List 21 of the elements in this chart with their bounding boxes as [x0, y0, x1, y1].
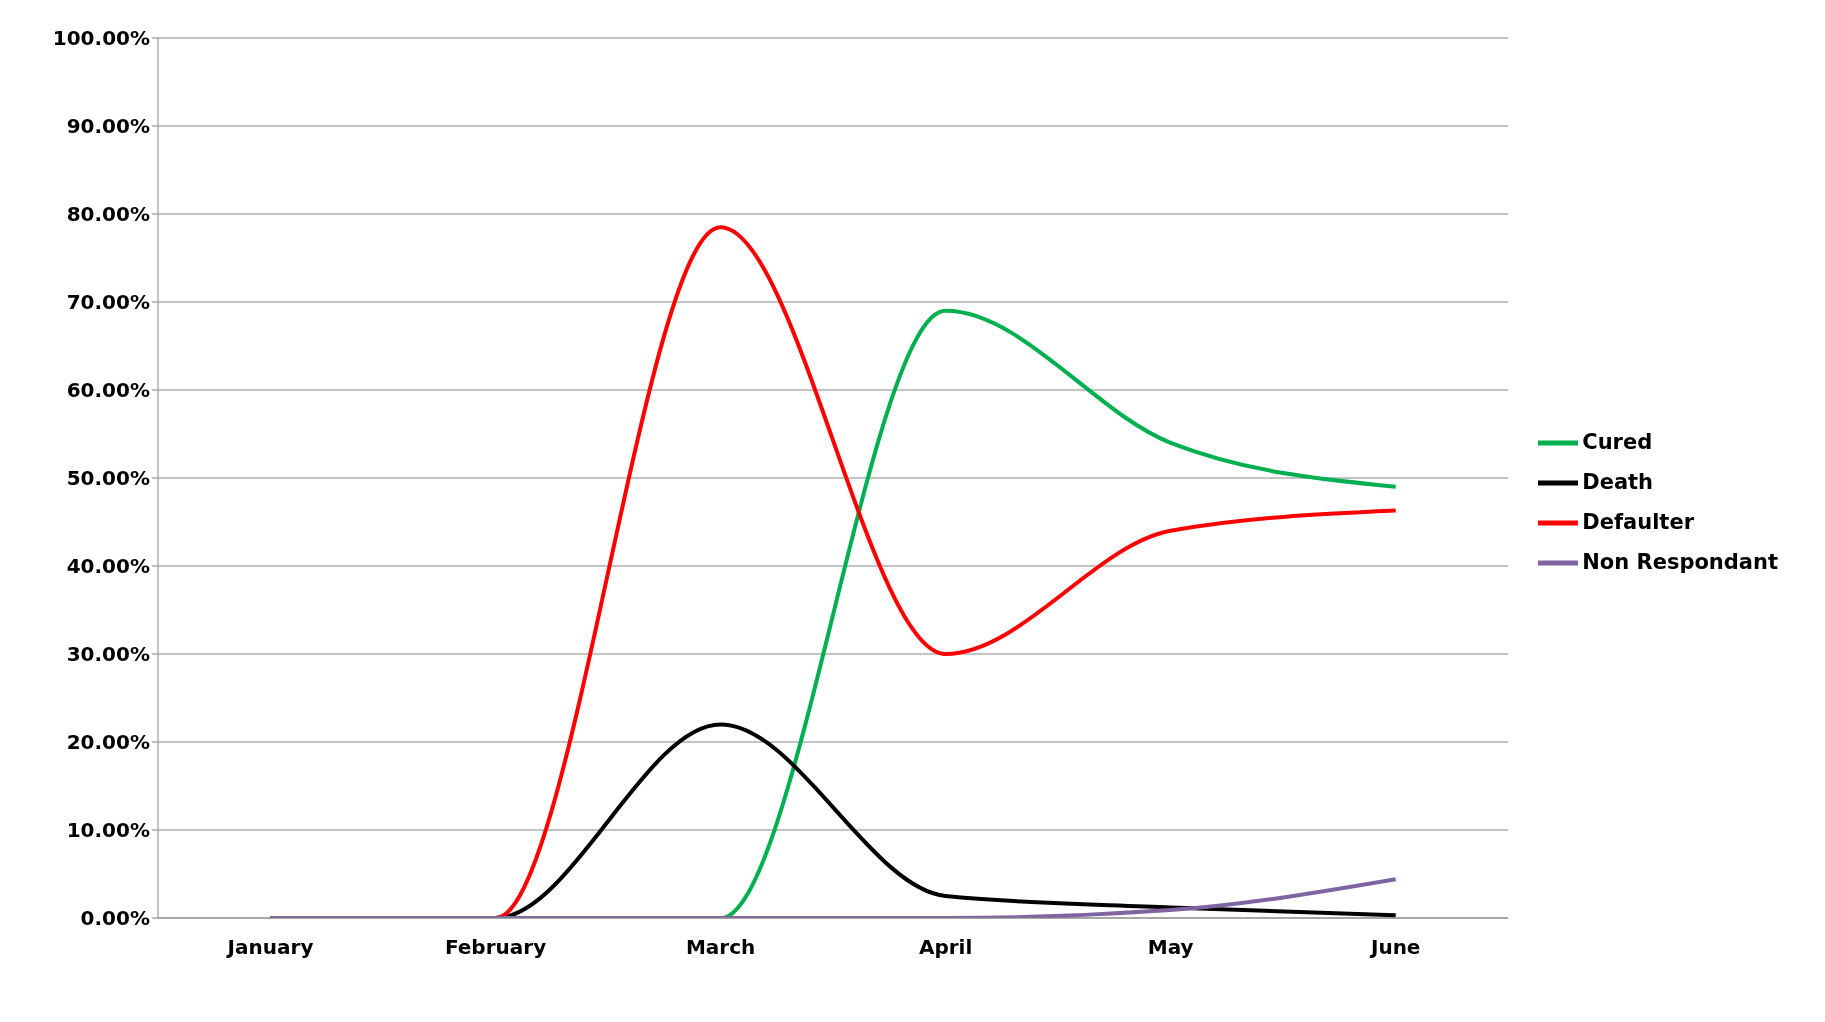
x-tick-label: April	[918, 935, 973, 960]
y-tick-label: 0.00%	[80, 906, 150, 931]
x-tick-label: February	[444, 935, 547, 960]
y-tick-label: 70.00%	[66, 290, 150, 315]
y-tick-label: 40.00%	[66, 554, 150, 579]
y-tick-label: 20.00%	[66, 730, 150, 755]
y-tick-label: 80.00%	[66, 202, 150, 227]
legend-label: Cured	[1582, 430, 1653, 454]
y-tick-label: 10.00%	[66, 818, 150, 843]
y-tick-label: 30.00%	[66, 642, 150, 667]
legend-label: Death	[1582, 470, 1654, 494]
y-tick-label: 100.00%	[52, 26, 150, 51]
y-tick-label: 60.00%	[66, 378, 150, 403]
x-tick-label: May	[1147, 935, 1194, 960]
y-tick-label: 50.00%	[66, 466, 150, 491]
y-tick-label: 90.00%	[66, 114, 150, 139]
x-tick-label: January	[225, 935, 314, 960]
x-tick-label: March	[685, 935, 756, 960]
legend-label: Defaulter	[1582, 510, 1694, 534]
legend-label: Non Respondant	[1582, 550, 1778, 574]
x-tick-label: June	[1368, 935, 1421, 960]
